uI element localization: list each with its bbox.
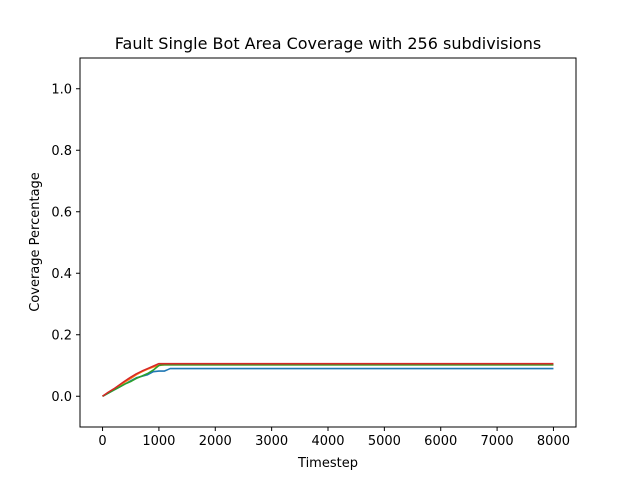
x-tick-label: 8000 xyxy=(537,434,570,449)
x-axis: 0 1000 2000 3000 4000 5000 6000 7000 8000 xyxy=(98,427,570,449)
series-line-3 xyxy=(102,364,554,397)
x-axis-label: Timestep xyxy=(297,456,358,471)
x-tick-label: 3000 xyxy=(255,434,288,449)
x-tick-label: 2000 xyxy=(199,434,232,449)
y-tick-label: 0.8 xyxy=(51,144,72,159)
series-line-4 xyxy=(102,362,554,397)
y-tick-label: 1.0 xyxy=(51,82,72,97)
y-tick-label: 0.2 xyxy=(51,328,72,343)
y-tick-label: 0.0 xyxy=(51,390,72,405)
x-tick-label: 0 xyxy=(98,434,106,449)
x-tick-label: 6000 xyxy=(424,434,457,449)
y-axis: 0.0 0.2 0.4 0.6 0.8 1.0 xyxy=(51,82,80,405)
chart-title: Fault Single Bot Area Coverage with 256 … xyxy=(115,34,541,53)
y-axis-label: Coverage Percentage xyxy=(28,172,43,312)
y-tick-label: 0.6 xyxy=(51,205,72,220)
x-tick-label: 1000 xyxy=(142,434,175,449)
y-tick-label: 0.4 xyxy=(51,267,72,282)
plot-area xyxy=(79,57,577,428)
series-layer xyxy=(102,362,554,397)
x-tick-label: 4000 xyxy=(311,434,344,449)
x-tick-label: 5000 xyxy=(368,434,401,449)
x-tick-label: 7000 xyxy=(481,434,514,449)
